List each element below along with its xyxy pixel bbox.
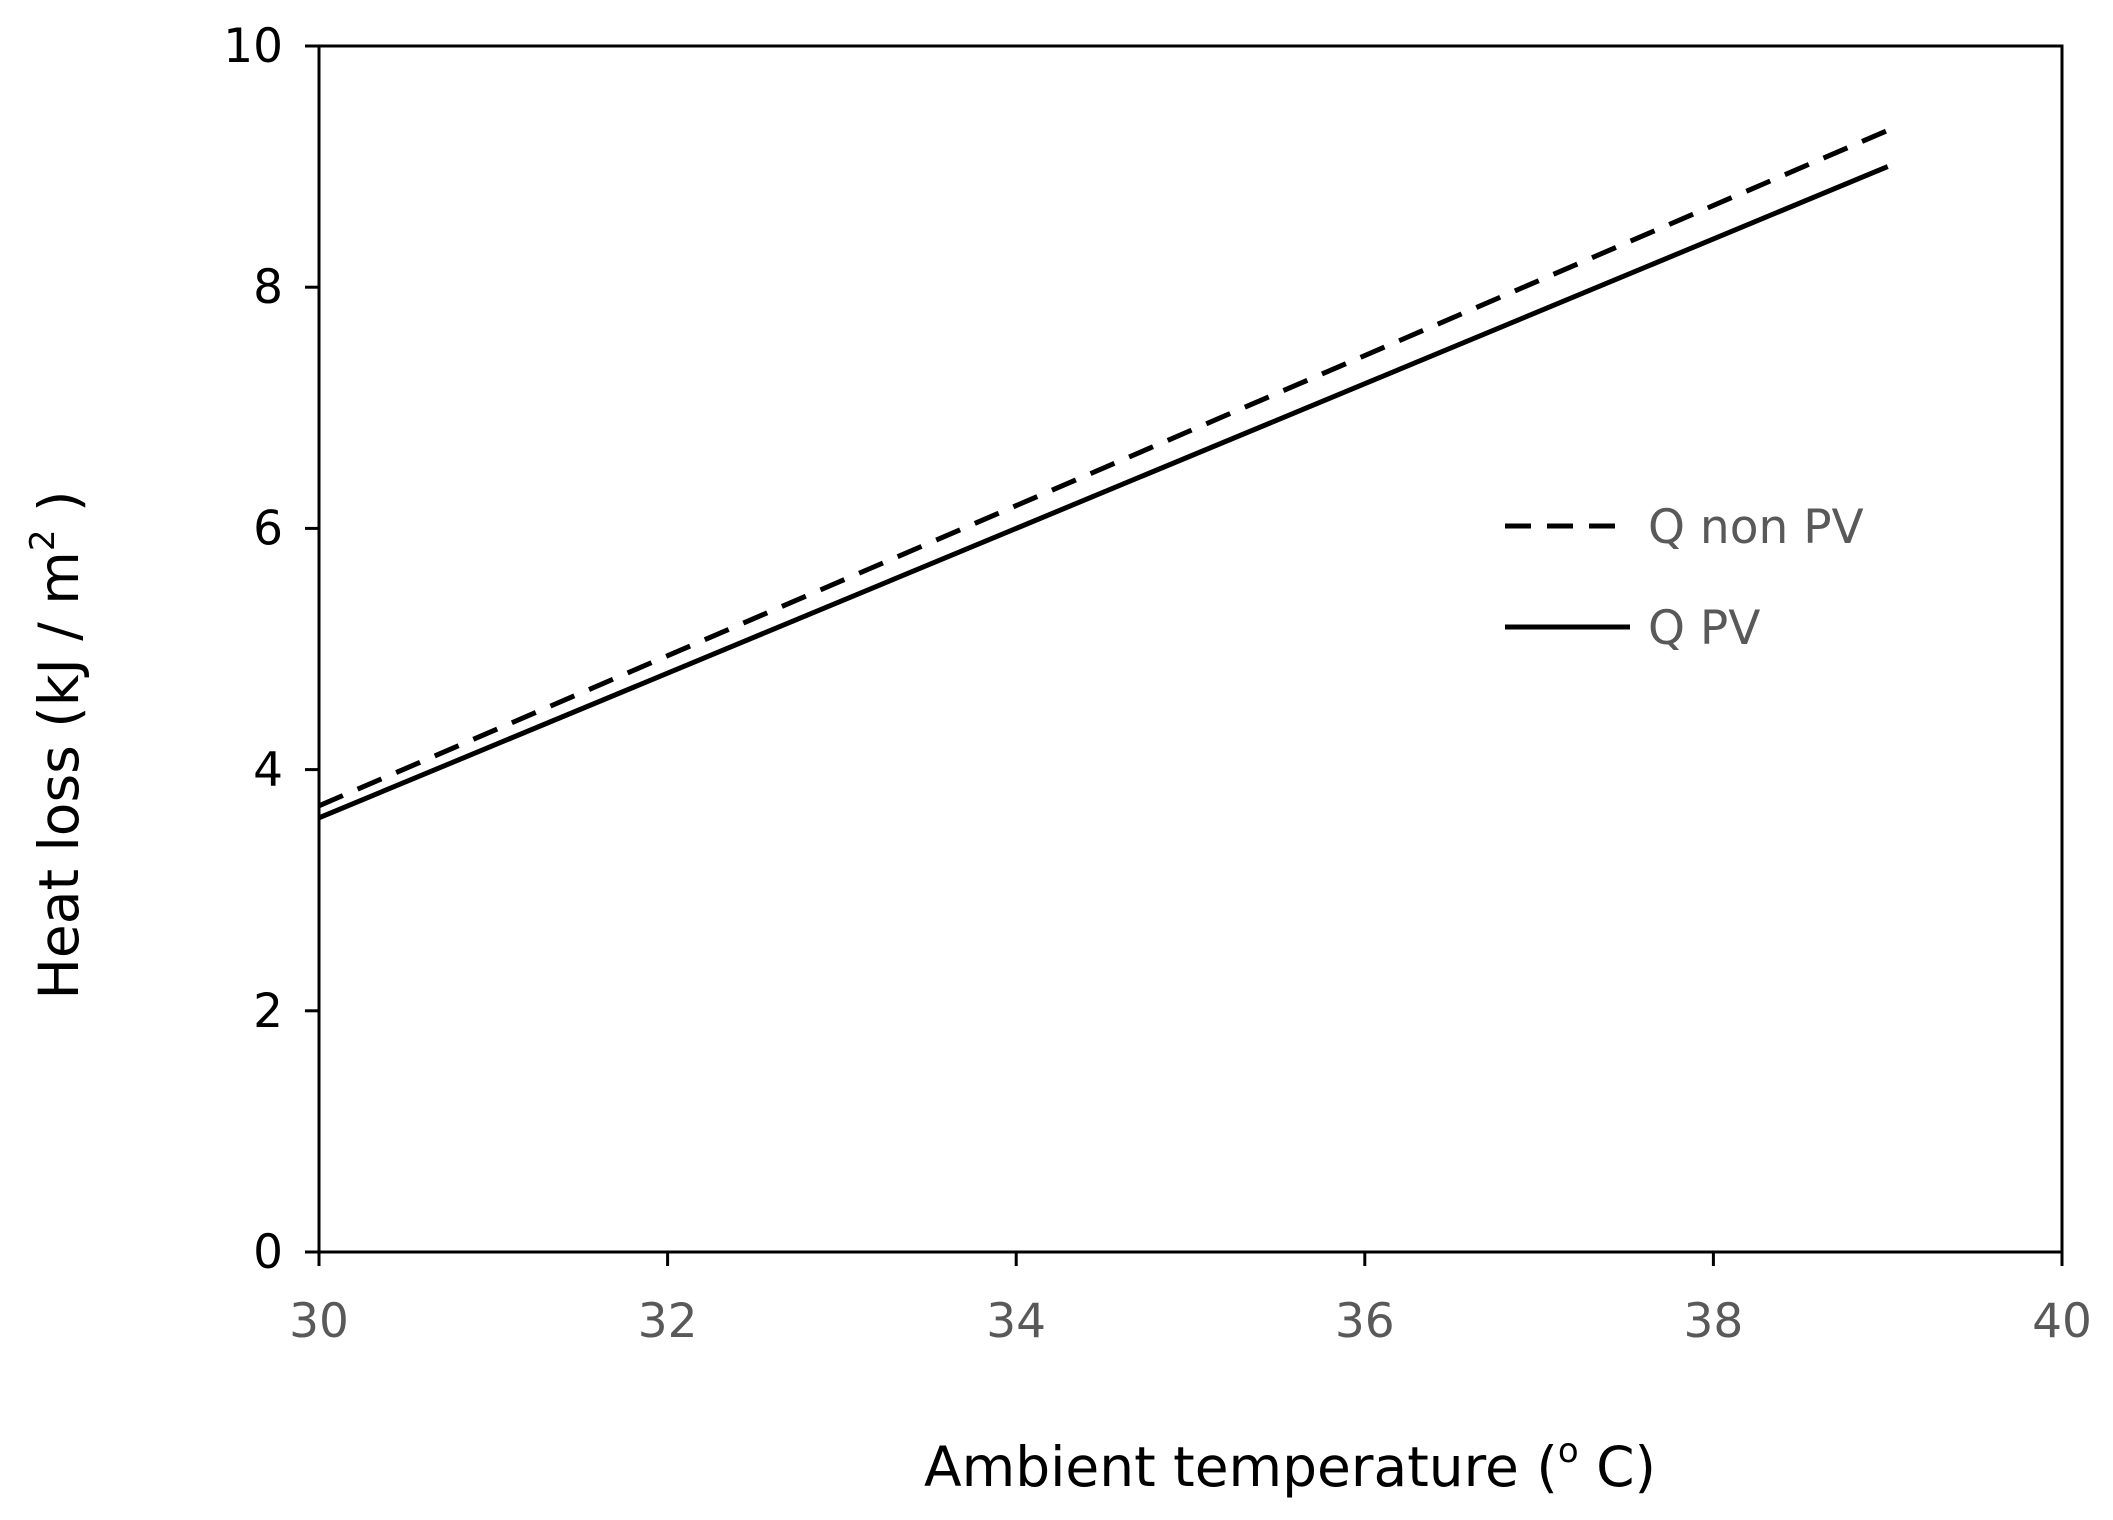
x-tick-label: 32: [638, 1294, 698, 1349]
plot-frame: [317, 44, 2064, 1254]
x-tick-label: 40: [2032, 1294, 2092, 1349]
series-line: [318, 128, 1889, 809]
y-tick-label: 10: [223, 19, 283, 74]
x-axis-title: Ambient temperature (o C): [924, 1431, 1656, 1499]
x-tick-label: 30: [289, 1294, 349, 1349]
y-tick-label: 0: [253, 1225, 283, 1280]
plot-area-border: [317, 44, 2064, 1254]
y-tick-label: 8: [253, 260, 283, 315]
x-tick-label: 34: [986, 1294, 1046, 1349]
series-line: [318, 164, 1889, 821]
y-tick-label: 6: [253, 501, 283, 556]
y-tick-label: 4: [253, 743, 283, 798]
series-lines: [318, 128, 1889, 821]
legend: Q non PV Q PV: [1505, 500, 1864, 656]
y-axis-title: Heat loss (kJ / m2 ): [23, 491, 91, 1000]
x-tick-label: 38: [1683, 1294, 1743, 1349]
axis-ticks: 30 32 34 36 38 40 0 2 4 6 8 10: [223, 19, 2092, 1349]
y-tick-label: 2: [253, 984, 283, 1039]
x-tick-label: 36: [1335, 1294, 1395, 1349]
legend-label: Q PV: [1648, 601, 1760, 656]
legend-label: Q non PV: [1648, 500, 1864, 555]
